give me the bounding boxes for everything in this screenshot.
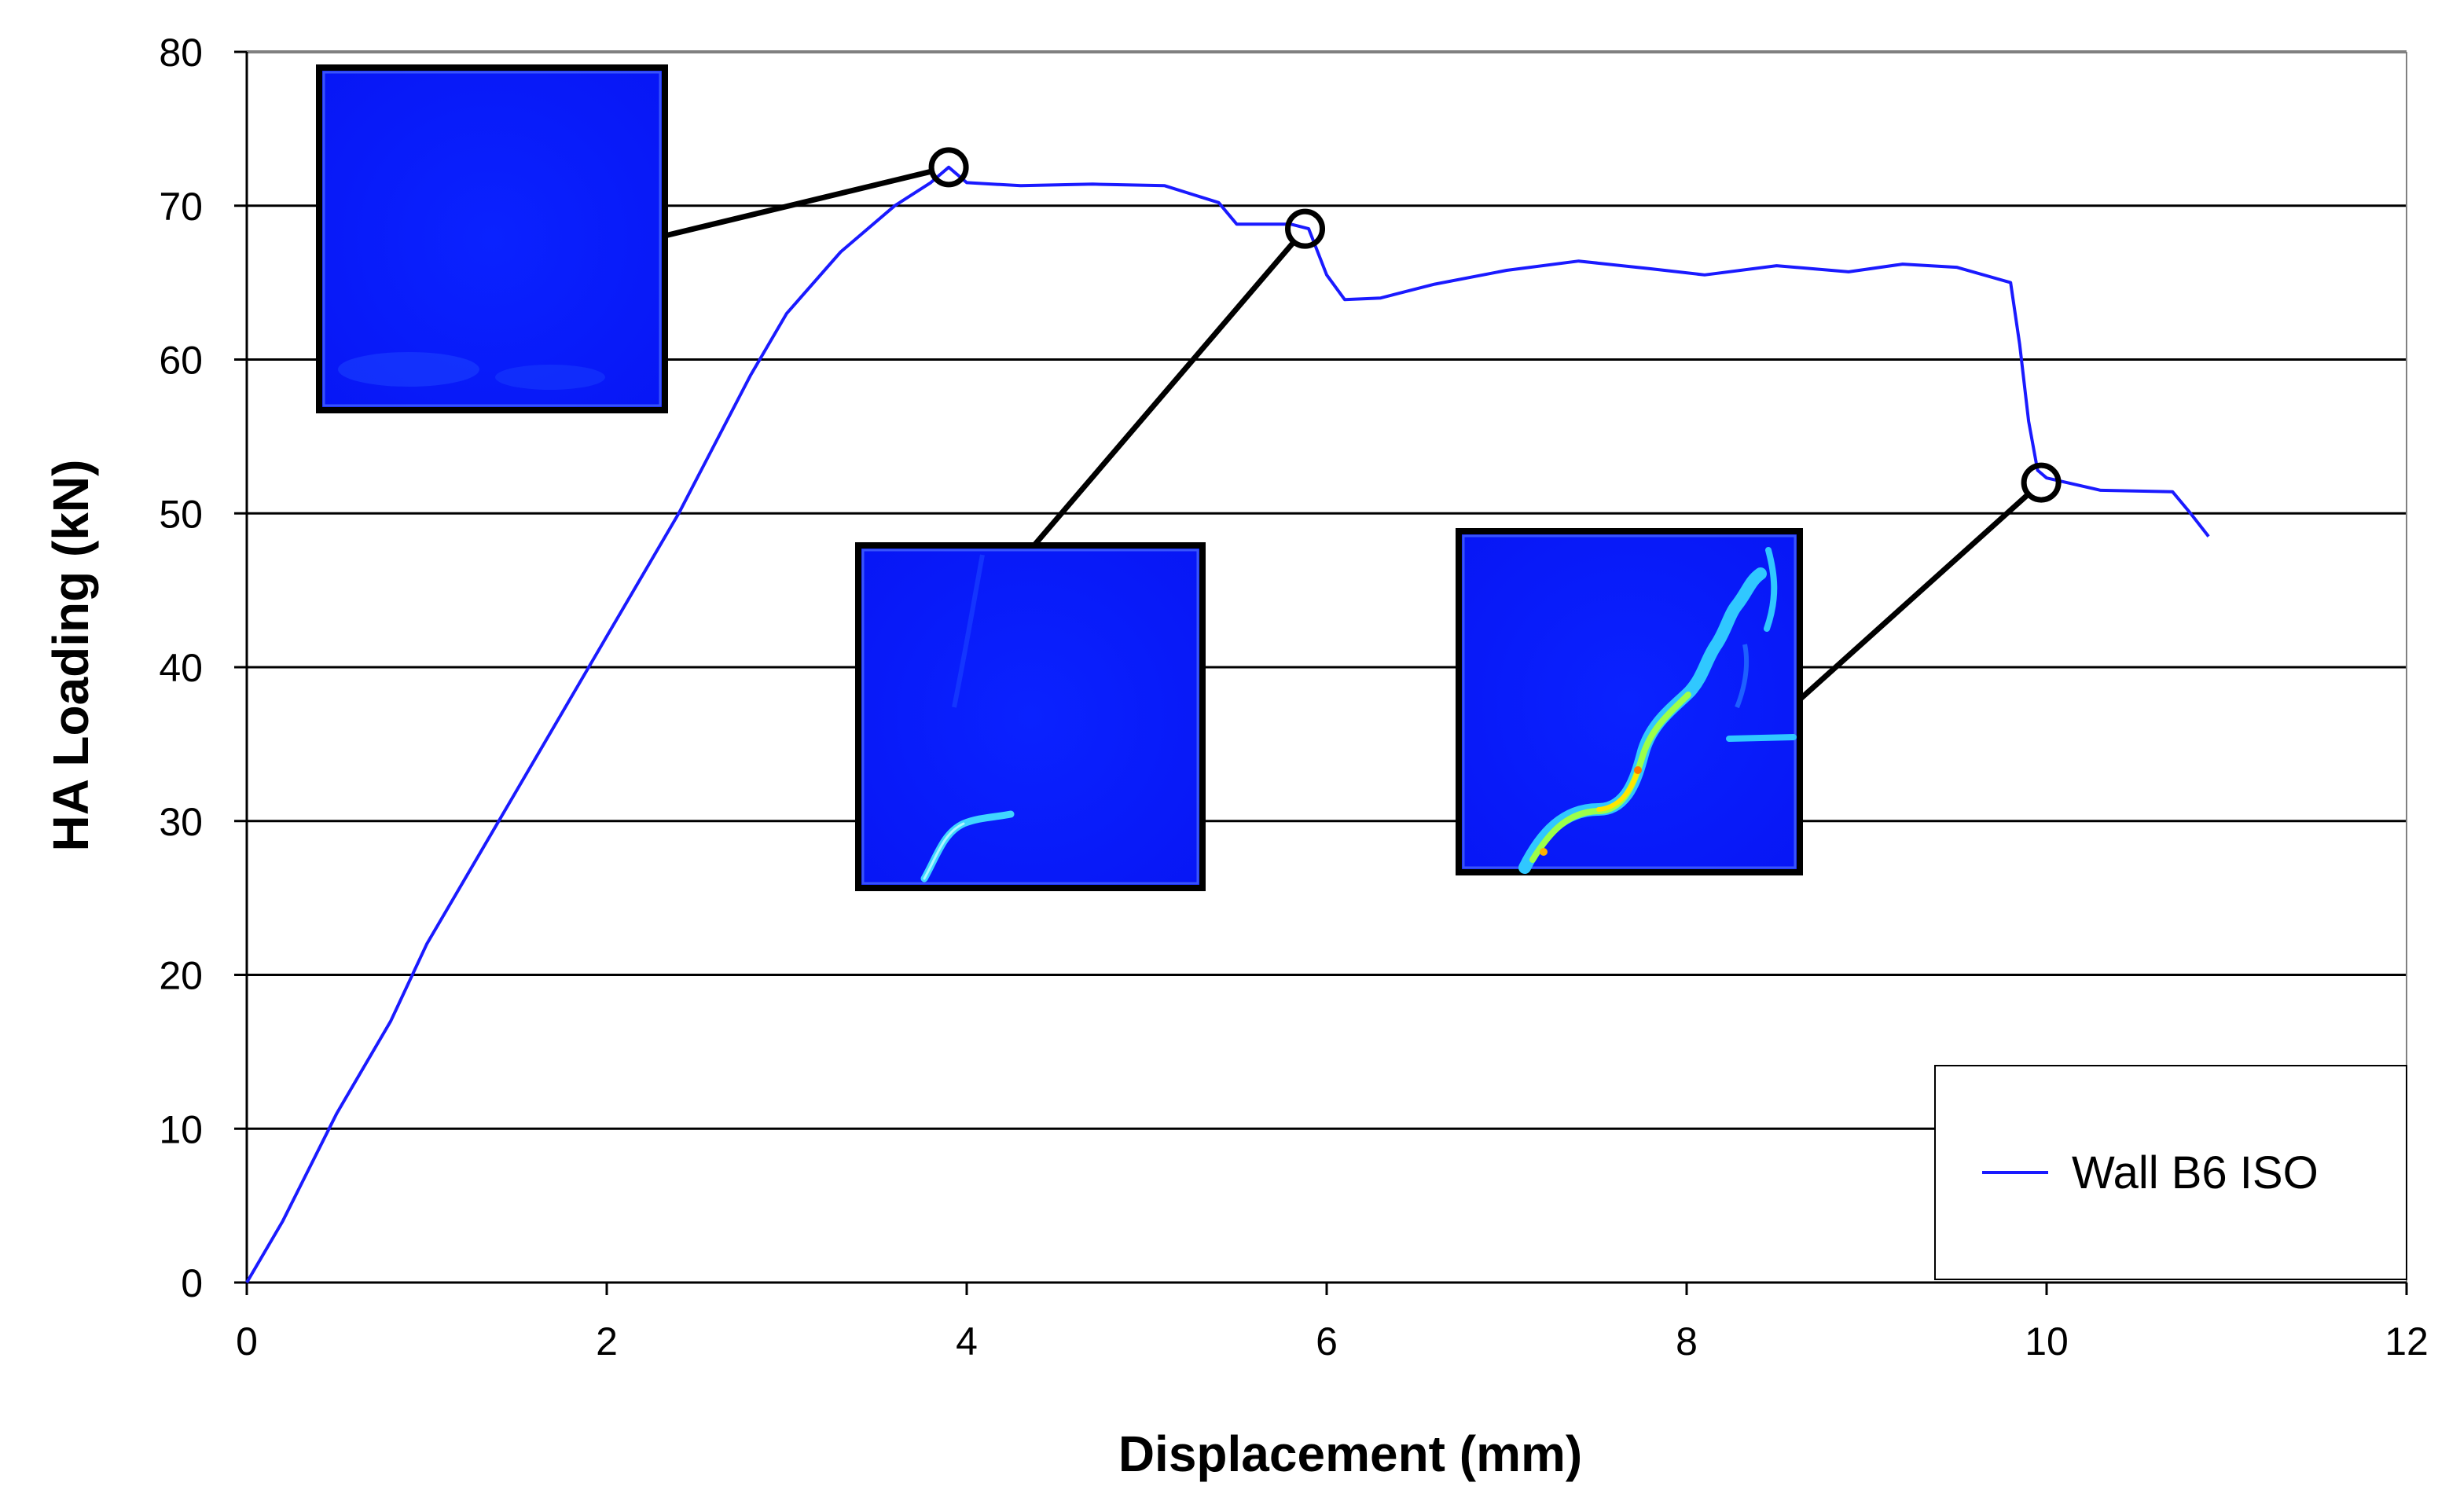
annotation-marker — [1285, 208, 1326, 249]
x-tick-label: 0 — [236, 1319, 258, 1363]
annotation-marker — [928, 147, 969, 188]
legend-label: Wall B6 ISO — [2072, 1147, 2319, 1198]
x-tick-label: 6 — [1316, 1319, 1338, 1363]
y-tick-label: 60 — [159, 339, 203, 383]
legend: Wall B6 ISO — [1934, 1065, 2407, 1280]
marker-layer — [928, 147, 2062, 503]
leader-layer — [664, 169, 2029, 702]
axes-layer: 0 10 20 30 40 50 60 70 80 0 2 4 6 8 10 12 — [159, 31, 2428, 1363]
inset-initial-crack — [855, 542, 1206, 891]
y-tick-label: 0 — [181, 1261, 203, 1305]
y-tick-label: 80 — [159, 31, 203, 75]
y-tick-label: 40 — [159, 646, 203, 690]
y-axis-title: HA Loading (kN) — [42, 460, 99, 852]
y-tick-label: 10 — [159, 1107, 203, 1151]
inset-diagonal-crack — [1456, 528, 1803, 875]
leader-line — [1797, 493, 2029, 702]
y-tick-label: 70 — [159, 185, 203, 229]
x-tick-label: 10 — [2025, 1319, 2069, 1363]
y-tick-label: 50 — [159, 492, 203, 536]
y-tick-label: 30 — [159, 800, 203, 844]
y-tick-label: 20 — [159, 954, 203, 998]
x-tick-label: 2 — [596, 1319, 618, 1363]
x-tick-label: 8 — [1676, 1319, 1698, 1363]
x-axis-title: Displacement (mm) — [1118, 1426, 1582, 1482]
inset-no-crack — [316, 64, 668, 413]
x-tick-label: 4 — [956, 1319, 978, 1363]
leader-line — [1030, 241, 1295, 549]
leader-line — [664, 169, 931, 239]
annotation-marker — [2021, 462, 2062, 503]
x-tick-label: 12 — [2385, 1319, 2429, 1363]
